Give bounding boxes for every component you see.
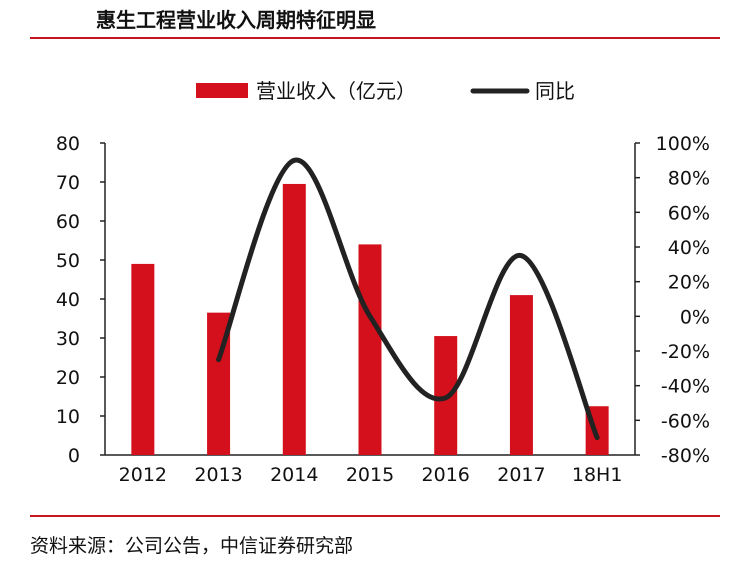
right-tick-label: -20%	[661, 341, 710, 363]
right-tick-label: -80%	[661, 445, 710, 467]
source-note: 资料来源：公司公告，中信证券研究部	[30, 535, 354, 557]
bar-2017	[509, 295, 533, 455]
right-tick-label: 60%	[668, 202, 710, 224]
right-tick-label: 0%	[680, 306, 710, 328]
page-title: 惠生工程营业收入周期特征明显	[96, 8, 376, 32]
legend-swatch-revenue	[196, 83, 248, 98]
category-label: 2016	[422, 464, 470, 486]
right-tick-label: -60%	[661, 410, 710, 432]
right-tick-label: 80%	[668, 168, 710, 190]
left-tick-label: 30	[56, 328, 80, 350]
category-label: 2015	[346, 464, 394, 486]
left-tick-label: 60	[56, 211, 80, 233]
left-tick-label: 80	[56, 133, 80, 155]
left-tick-label: 50	[56, 250, 80, 272]
left-tick-label: 0	[68, 445, 80, 467]
legend: 营业收入（亿元） 同比	[196, 79, 575, 103]
right-tick-label: 20%	[668, 272, 710, 294]
category-label: 18H1	[572, 464, 623, 486]
right-tick-label: 40%	[668, 237, 710, 259]
bar-2014	[282, 183, 306, 455]
right-tick-label: 100%	[656, 133, 710, 155]
right-tick-label: -40%	[661, 376, 710, 398]
bar-2015	[358, 244, 382, 455]
left-tick-label: 70	[56, 172, 80, 194]
yoy-line	[216, 157, 600, 441]
axis-labels: 0 10 20 30 40 50 60 70 80 -80% -60% -40% -20% 0% 20% 40…	[56, 133, 710, 486]
left-tick-label: 20	[56, 367, 80, 389]
left-tick-label: 10	[56, 406, 80, 428]
category-label: 2013	[194, 464, 242, 486]
left-tick-label: 40	[56, 289, 80, 311]
bar-2012	[131, 263, 155, 455]
legend-label-revenue: 营业收入（亿元）	[256, 79, 416, 103]
footer-rule	[30, 515, 720, 517]
category-label: 2012	[119, 464, 167, 486]
header-rule	[30, 37, 720, 39]
category-label: 2014	[270, 464, 318, 486]
category-label: 2017	[497, 464, 545, 486]
yoy-series-line	[216, 157, 600, 441]
legend-label-yoy: 同比	[535, 79, 575, 103]
